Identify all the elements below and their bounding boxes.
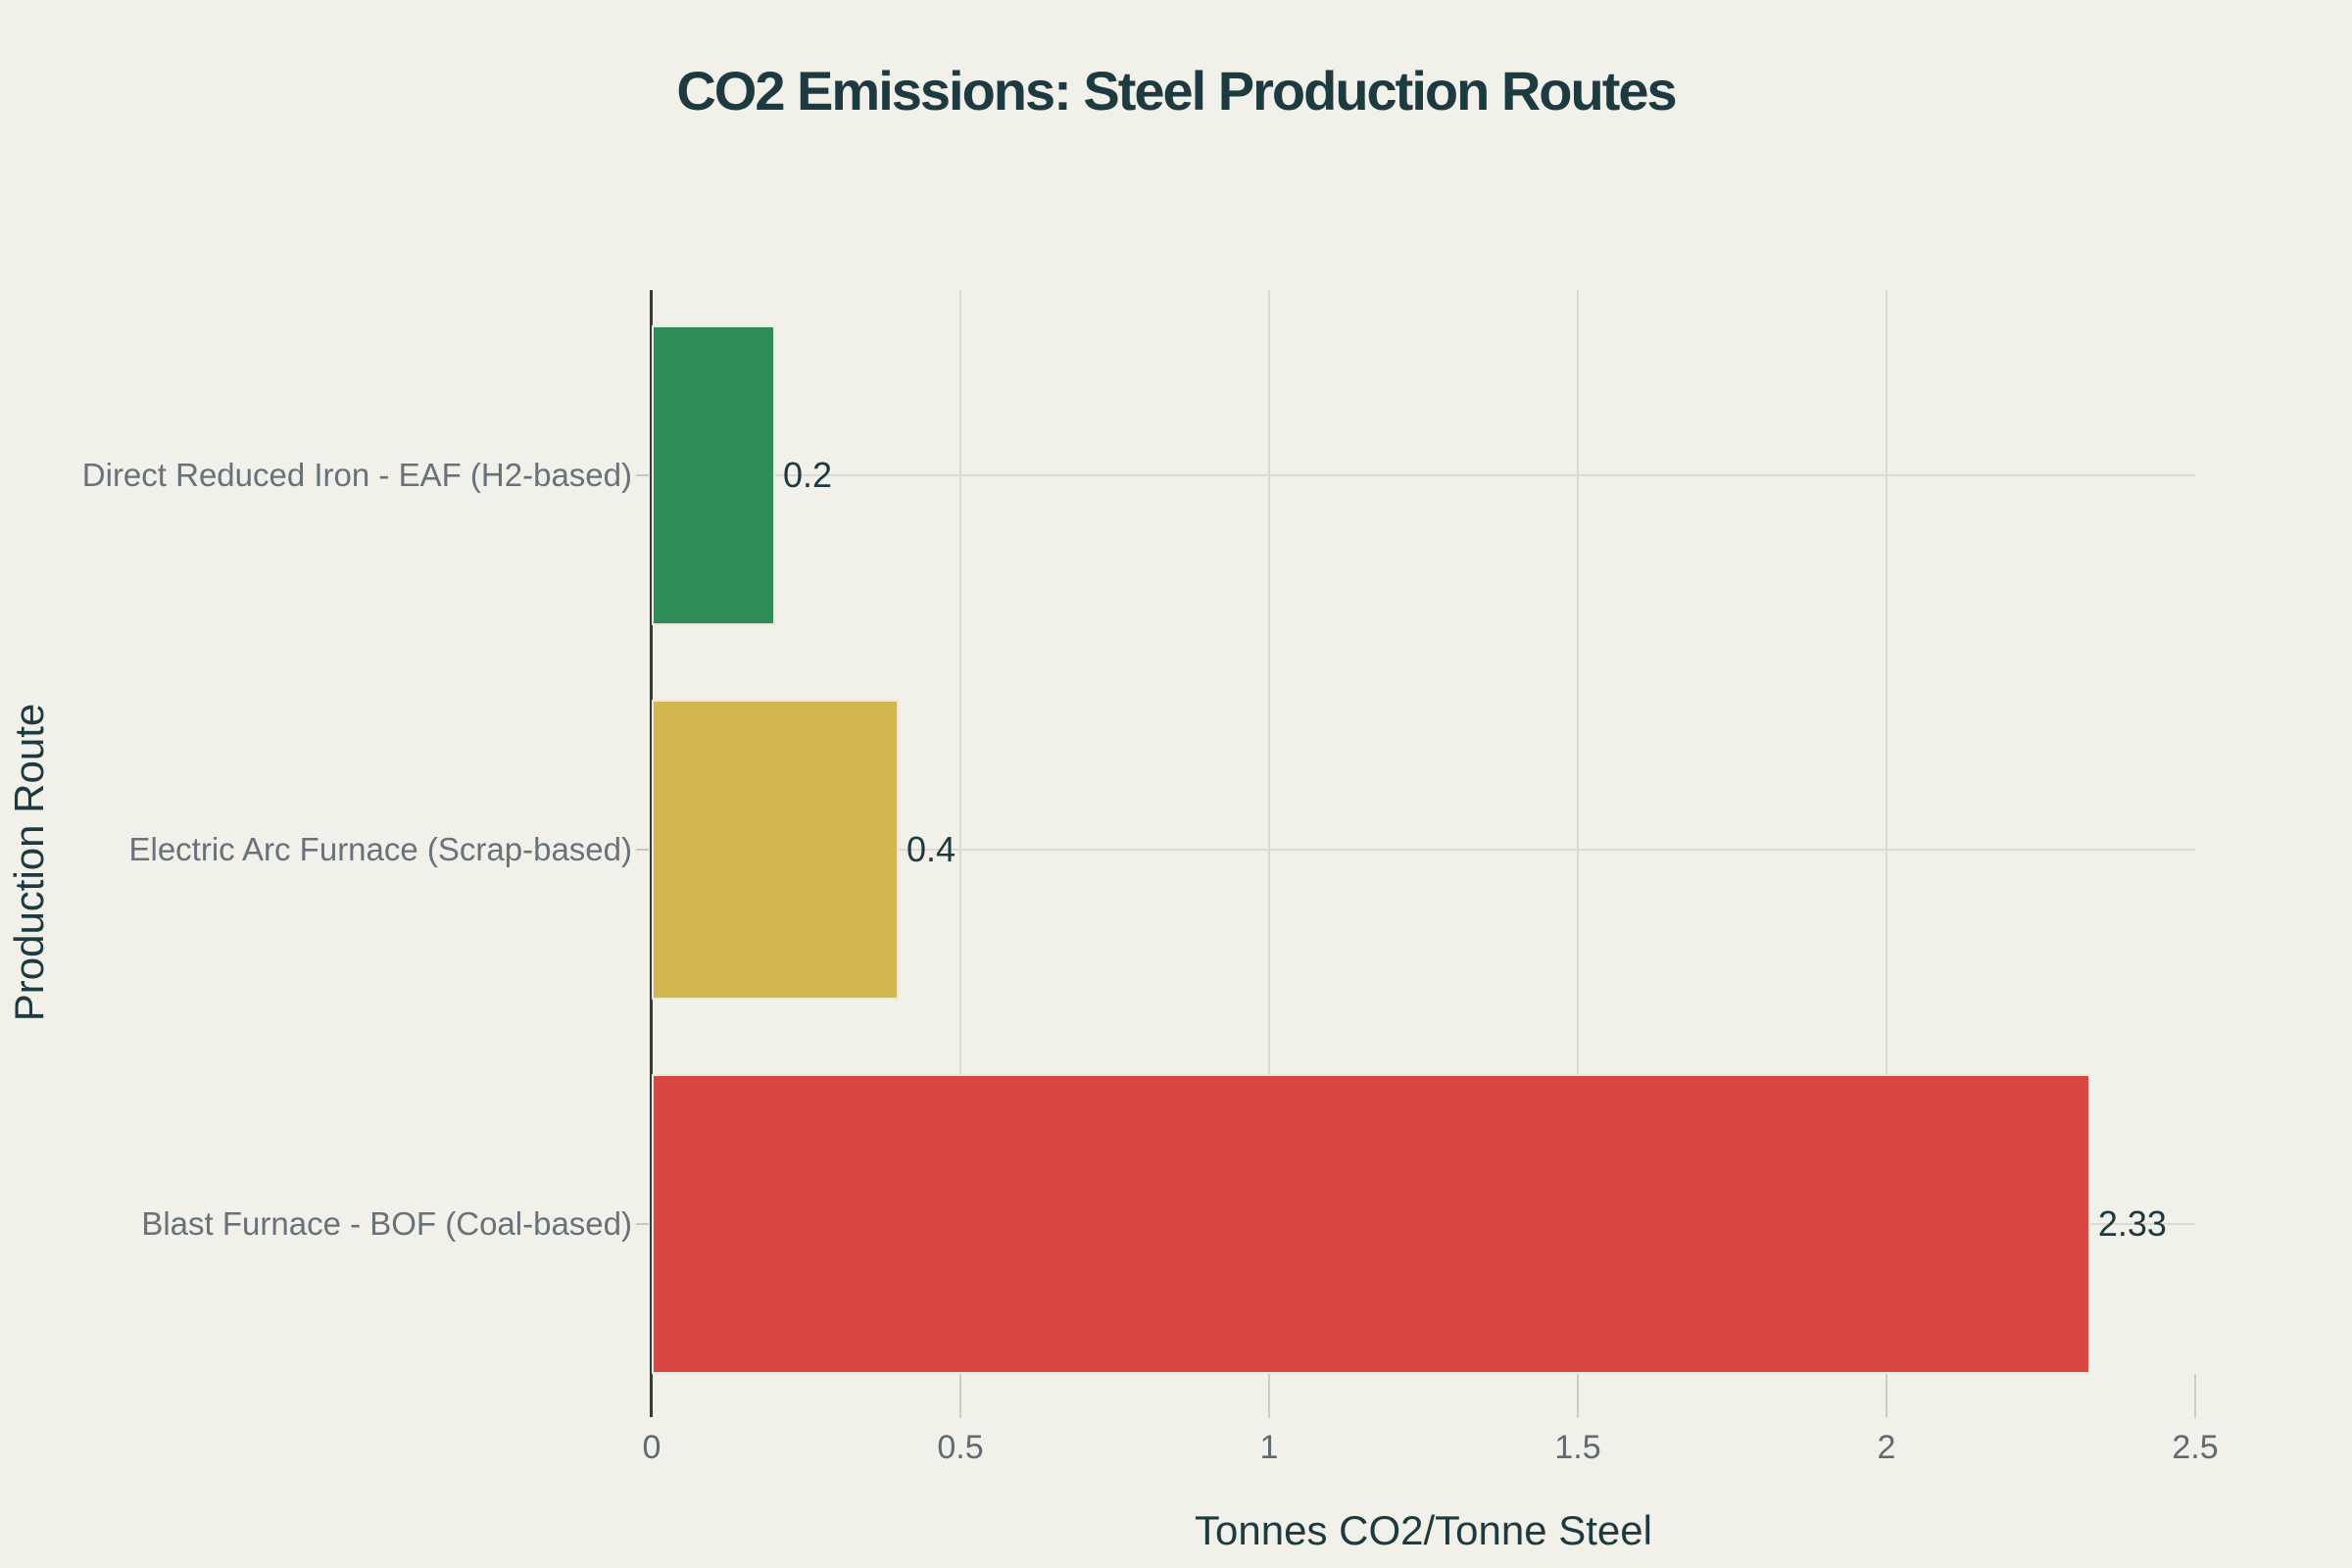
y-tick-mark (636, 849, 649, 851)
x-tick-mark (1886, 1374, 1887, 1418)
x-tick-label: 1 (1259, 1429, 1279, 1466)
x-tick-mark (959, 1374, 961, 1418)
vertical-gridline (1886, 290, 1887, 1374)
plot-area: 0.2 0.4 2.33 (636, 290, 2196, 1418)
bar (652, 700, 899, 1000)
bar (652, 1074, 2090, 1374)
x-tick-mark (1268, 1374, 1270, 1418)
vertical-gridline (1577, 290, 1579, 1374)
vertical-gridline (1268, 290, 1270, 1374)
x-tick-label: 0.5 (937, 1429, 984, 1466)
bar (652, 325, 775, 625)
bar-value-label: 0.4 (906, 829, 956, 869)
vertical-gridline (959, 290, 961, 1374)
y-tick-mark (636, 1223, 649, 1225)
chart-title: CO2 Emissions: Steel Production Routes (676, 60, 1677, 122)
x-tick-mark (1577, 1374, 1579, 1418)
category-label: Blast Furnace - BOF (Coal-based) (141, 1205, 632, 1242)
horizontal-gridline (652, 849, 2195, 851)
horizontal-gridline (652, 474, 2195, 476)
x-tick-label: 2.5 (2172, 1429, 2219, 1466)
x-tick-label: 0 (642, 1429, 662, 1466)
category-label: Electric Arc Furnace (Scrap-based) (128, 831, 632, 867)
bar-value-label: 0.2 (783, 455, 833, 495)
y-axis-line (650, 290, 653, 1417)
category-label: Direct Reduced Iron - EAF (H2-based) (81, 457, 632, 493)
x-tick-label: 2 (1877, 1429, 1896, 1466)
y-tick-mark (636, 474, 649, 476)
bar-value-label: 2.33 (2097, 1203, 2167, 1244)
x-axis-title: Tonnes CO2/Tonne Steel (1195, 1507, 1652, 1553)
y-axis-title: Production Route (6, 703, 52, 1022)
x-tick-mark (2194, 1374, 2196, 1418)
x-tick-label: 1.5 (1554, 1429, 1601, 1466)
